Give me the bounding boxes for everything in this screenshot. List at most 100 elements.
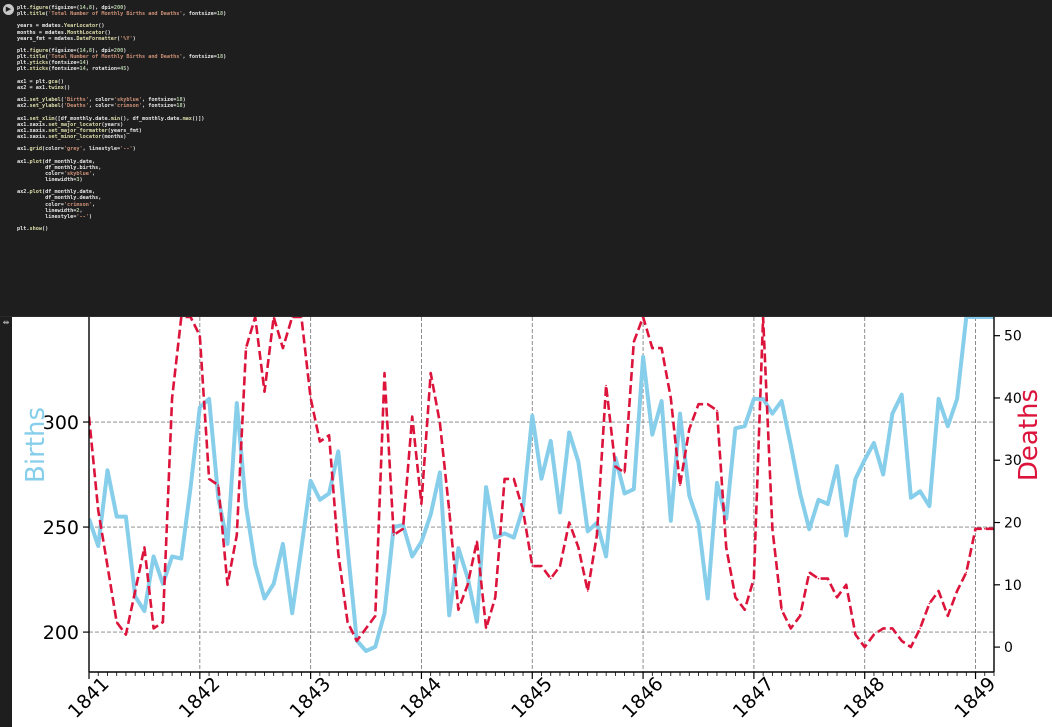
births-point <box>328 492 330 495</box>
deaths-point <box>328 434 330 437</box>
deaths-point <box>143 546 146 549</box>
code-token: ( <box>60 97 64 104</box>
code-token: ax1.xaxis. <box>17 127 49 134</box>
code-token: color= <box>17 201 64 208</box>
deaths-point <box>171 397 173 399</box>
code-line: plt.title('Total Number of Monthly Birth… <box>17 54 1044 60</box>
code-token: df_monthly.deaths, <box>17 195 102 202</box>
code-token: set_ylabel <box>29 97 61 104</box>
output-toggle-icon[interactable]: ⇹ <box>2 318 10 327</box>
code-token: , fontsize= <box>141 103 177 110</box>
deaths-point <box>513 478 515 480</box>
deaths-point <box>254 317 256 318</box>
births-point <box>660 400 663 402</box>
code-line: color='skyblue', <box>17 171 1044 177</box>
deaths-point <box>956 590 958 592</box>
code-token: years_fmt = mdates. <box>17 35 77 42</box>
code-line: linewidth=2, <box>17 208 1044 214</box>
deaths-point <box>439 422 441 424</box>
code-token: '--' <box>120 146 133 153</box>
code-editor[interactable]: plt.figure(figsize=(14,8), dpi=200) plt.t… <box>17 5 1044 232</box>
code-token: ax1. <box>17 115 30 122</box>
code-token: ) <box>123 5 127 11</box>
births-point <box>97 545 99 547</box>
code-token: ) <box>132 35 136 42</box>
deaths-point <box>291 317 293 318</box>
births-point <box>337 450 340 453</box>
births-point <box>125 515 127 518</box>
deaths-point <box>974 528 977 530</box>
births-point <box>762 398 764 400</box>
births-point <box>891 412 894 415</box>
births-point <box>780 400 783 402</box>
deaths-point <box>309 397 312 399</box>
code-token: , linestyle= <box>82 146 121 153</box>
code-token: ax1 = plt. <box>17 78 49 85</box>
births-point <box>734 427 737 430</box>
deaths-point <box>836 596 838 599</box>
code-line: df_monthly.births, <box>17 165 1044 171</box>
code-line: linestyle='--') <box>17 214 1044 220</box>
births-point <box>799 492 801 495</box>
deaths-point <box>208 478 210 480</box>
births-point <box>679 412 681 415</box>
code-cell[interactable]: ▶ plt.figure(figsize=(14,8), dpi=200) plt… <box>0 0 1052 317</box>
code-token: , color= <box>88 97 114 104</box>
births-point <box>319 499 321 501</box>
deaths-point <box>873 633 875 636</box>
code-token: , fontsize= <box>182 54 217 61</box>
code-token: ( <box>116 35 121 42</box>
code-token: 14 <box>79 66 86 73</box>
births-point <box>476 620 478 623</box>
deaths-point <box>771 528 774 530</box>
births-point <box>346 547 349 549</box>
y-right-tick-label: 0 <box>1004 640 1013 656</box>
code-token: plt. <box>17 5 30 11</box>
code-token: plt. <box>17 47 30 54</box>
births-point <box>485 486 487 488</box>
code-token: ) <box>182 97 186 104</box>
code-line: plt.figure(figsize=(14,8), dpi=200) <box>17 5 1044 11</box>
deaths-point <box>688 428 691 430</box>
code-token: ()]) <box>191 115 205 122</box>
births-point <box>217 496 220 499</box>
code-token: '--' <box>76 213 89 220</box>
code-token: () <box>104 29 111 36</box>
deaths-point <box>540 565 543 567</box>
deaths-point <box>180 317 183 318</box>
deaths-point <box>725 546 727 549</box>
code-token: ), dpi= <box>91 5 114 11</box>
code-line: years = mdates.YearLocator() <box>17 23 1044 29</box>
x-tick-label: 1843 <box>286 673 336 723</box>
code-token: linestyle= <box>17 213 77 220</box>
deaths-point <box>863 646 866 648</box>
code-token: plot <box>29 189 43 196</box>
code-token: , fontsize= <box>182 11 217 18</box>
code-token: , rotation= <box>85 66 121 73</box>
births-point <box>937 398 940 400</box>
deaths-point <box>780 608 783 611</box>
deaths-point <box>531 565 534 567</box>
deaths-point <box>392 534 395 536</box>
deaths-point <box>272 317 275 318</box>
deaths-point <box>522 509 524 511</box>
deaths-point <box>891 627 894 630</box>
births-point <box>513 536 515 539</box>
code-line: ax2.plot(df_monthly.date, <box>17 189 1044 195</box>
deaths-point <box>457 608 460 611</box>
deaths-series-line <box>89 317 994 649</box>
code-token: () <box>57 78 64 85</box>
code-token: 'Total Number of Monthly Births and Deat… <box>48 54 183 61</box>
x-tick-label: 1848 <box>840 673 890 723</box>
play-icon[interactable]: ▶ <box>3 4 14 15</box>
deaths-point <box>420 503 423 505</box>
code-token: 200 <box>113 5 124 11</box>
code-token: , <box>85 47 89 54</box>
code-line: years_fmt = mdates.DateFormatter('%Y') <box>17 36 1044 42</box>
code-line: ax1.xaxis.set_major_locator(years) <box>17 122 1044 128</box>
births-point <box>577 461 580 463</box>
code-token: linewidth= <box>17 176 77 183</box>
code-token: df_monthly.births, <box>17 164 102 171</box>
x-tick-label: 1841 <box>64 673 114 723</box>
deaths-point <box>245 347 247 349</box>
